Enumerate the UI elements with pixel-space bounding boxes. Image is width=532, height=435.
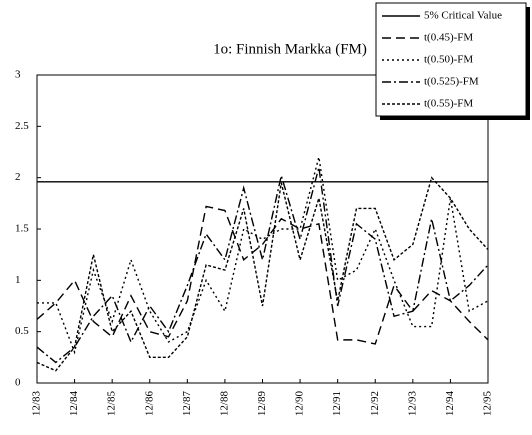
y-tick-label: 1.5 <box>15 223 29 235</box>
y-tick-label: 0 <box>15 377 21 389</box>
legend-box <box>375 2 527 117</box>
legend-label: 5% Critical Value <box>424 10 502 22</box>
x-tick-label: 12/86 <box>143 391 155 417</box>
series-line <box>37 156 489 355</box>
legend-label: t(0.50)-FM <box>424 54 473 66</box>
x-tick-label: 12/95 <box>482 391 494 417</box>
legend-label: t(0.45)-FM <box>424 32 473 44</box>
x-tick-label: 12/90 <box>294 391 306 417</box>
x-tick-label: 12/83 <box>31 391 43 417</box>
x-tick-label: 12/88 <box>218 391 230 417</box>
y-tick-label: 0.5 <box>15 325 29 337</box>
series-line <box>36 205 489 345</box>
x-tick-label: 12/87 <box>181 391 193 417</box>
series-line <box>36 167 489 364</box>
x-tick-label: 12/93 <box>406 391 418 417</box>
x-tick-label: 12/89 <box>256 391 268 417</box>
plot-frame <box>36 74 489 384</box>
y-tick-label: 3 <box>15 69 21 81</box>
y-tick-label: 2 <box>15 171 21 183</box>
x-tick-label: 12/94 <box>444 391 456 417</box>
legend-label: t(0.55)-FM <box>424 98 473 110</box>
y-tick-label: 2.5 <box>15 120 29 132</box>
y-tick-label: 1 <box>15 274 21 286</box>
x-tick-label: 12/92 <box>369 391 381 416</box>
chart-title: 1o: Finnish Markka (FM) <box>213 41 367 57</box>
x-tick-label: 12/84 <box>68 391 80 417</box>
series-line <box>36 176 489 372</box>
x-tick-label: 12/85 <box>106 391 118 417</box>
legend-label: t(0.525)-FM <box>424 76 479 88</box>
legend: 5% Critical Value t(0.45)-FM t(0.50)-FM t(0… <box>375 2 530 120</box>
x-tick-label: 12/91 <box>331 391 343 416</box>
